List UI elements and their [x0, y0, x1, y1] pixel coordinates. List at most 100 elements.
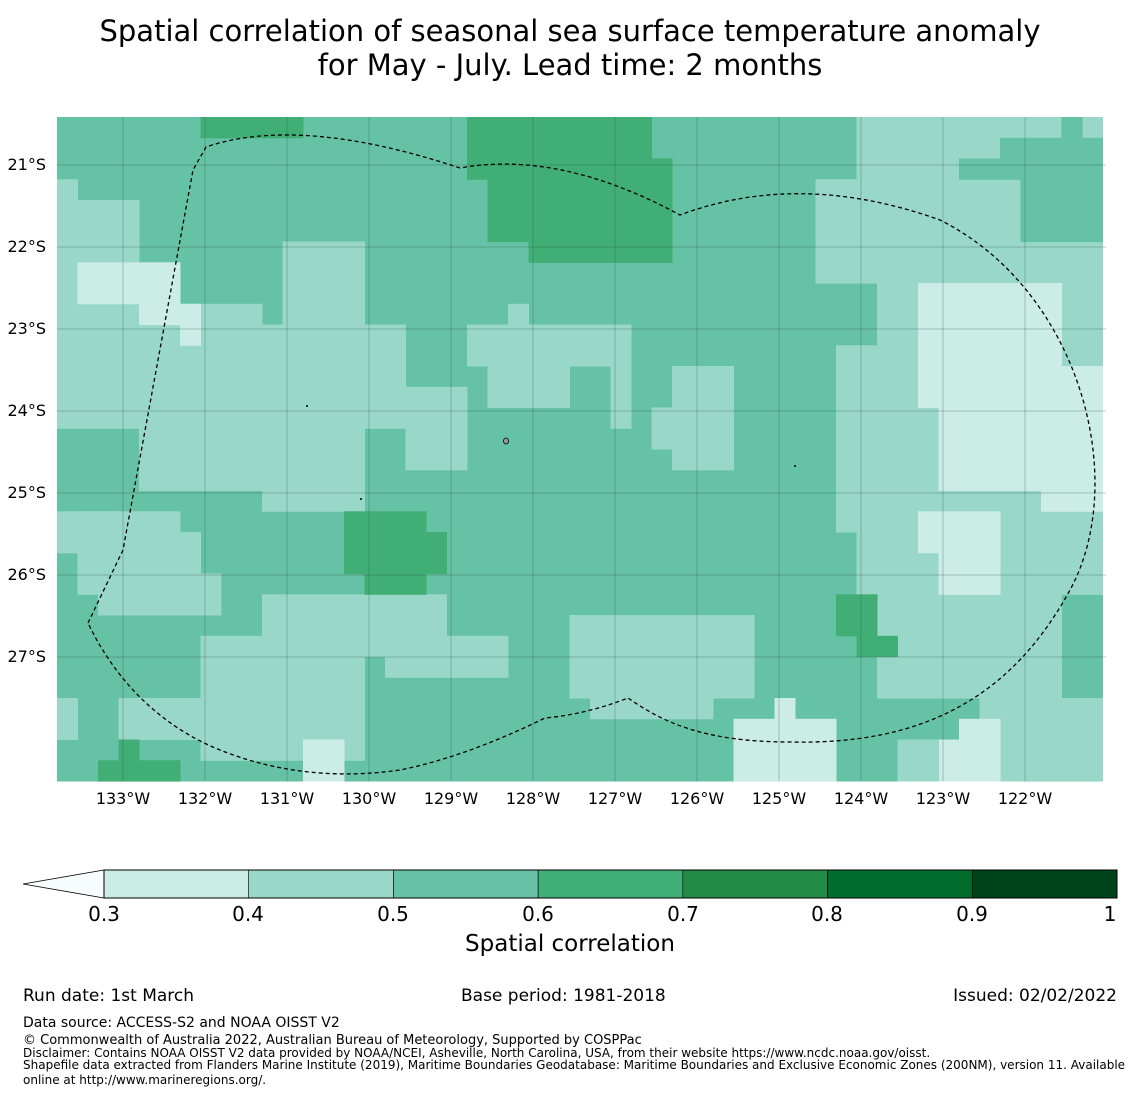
- correlation-cell: [938, 739, 1001, 782]
- colorbar-bin: [971, 869, 1118, 899]
- colorbar-bins: [103, 869, 1118, 899]
- correlation-cell: [139, 303, 201, 326]
- colorbar-bin: [393, 869, 539, 899]
- correlation-cell: [1041, 366, 1103, 512]
- correlation-cell: [959, 718, 1001, 741]
- lon-label-131w: 131°W: [259, 789, 315, 808]
- correlation-cell: [959, 158, 1001, 180]
- colorbar-tick-0.6: 0.6: [522, 902, 554, 926]
- colorbar-bin: [682, 869, 828, 899]
- colorbar: [22, 869, 1118, 899]
- correlation-cell: [118, 698, 222, 740]
- issued-date: Issued: 02/02/2022: [953, 986, 1117, 1006]
- correlation-cell: [1000, 137, 1103, 180]
- lon-label-130w: 130°W: [341, 789, 397, 808]
- correlation-cell: [1061, 117, 1083, 139]
- lon-label-132w: 132°W: [177, 789, 233, 808]
- eez-boundary: [87, 134, 1096, 775]
- correlation-cell: [98, 760, 181, 782]
- lat-label-26s: 26°S: [7, 565, 46, 584]
- correlation-cell: [98, 573, 222, 616]
- correlation-cell: [528, 241, 673, 263]
- colorbar-tick-0.8: 0.8: [811, 902, 843, 926]
- colorbar-tick-0.9: 0.9: [956, 902, 988, 926]
- correlation-cell: [57, 698, 78, 740]
- correlation-cell: [487, 366, 570, 408]
- correlation-cell: [651, 407, 693, 450]
- data-source: Data source: ACCESS-S2 and NOAA OISST V2: [23, 1015, 340, 1031]
- colorbar-label: Spatial correlation: [465, 931, 675, 957]
- title-line-2: for May - July. Lead time: 2 months: [317, 48, 823, 82]
- correlation-cell: [1020, 760, 1103, 782]
- lat-label-25s: 25°S: [7, 483, 46, 502]
- correlation-cell: [467, 324, 632, 367]
- correlation-cell: [836, 594, 878, 637]
- colorbar-bin: [537, 869, 684, 899]
- colorbar-bin: [103, 869, 250, 899]
- correlation-cell: [918, 283, 1062, 408]
- island-small-2: [360, 498, 362, 500]
- colorbar-bin: [248, 869, 394, 899]
- lon-label-126w: 126°W: [669, 789, 725, 808]
- lat-label-27s: 27°S: [7, 647, 46, 666]
- colorbar-tick-1: 1: [1103, 902, 1117, 926]
- chart-title: Spatial correlation of seasonal sea surf…: [0, 14, 1140, 82]
- lat-label-23s: 23°S: [7, 319, 46, 338]
- shapefile-credit-line-1: Shapefile data extracted from Flanders M…: [23, 1058, 1126, 1072]
- lon-label-129w: 129°W: [423, 789, 479, 808]
- correlation-cell: [1020, 179, 1103, 243]
- lon-label-124w: 124°W: [833, 789, 889, 808]
- colorbar-tick-0.5: 0.5: [377, 902, 409, 926]
- correlation-grid: [57, 117, 1103, 782]
- correlation-cell: [877, 594, 1062, 699]
- island-small-3: [794, 465, 796, 467]
- island-pitcairn: [503, 437, 509, 445]
- correlation-cell: [262, 386, 365, 492]
- correlation-cell: [733, 718, 837, 782]
- colorbar-extend-triangle: [22, 869, 105, 899]
- lon-label-125w: 125°W: [751, 789, 807, 808]
- correlation-cell: [856, 635, 898, 658]
- correlation-cell: [77, 262, 181, 305]
- colorbar-tick-0.4: 0.4: [232, 902, 264, 926]
- correlation-cell: [303, 739, 345, 782]
- lat-label-21s: 21°S: [7, 155, 46, 174]
- lon-label-127w: 127°W: [587, 789, 643, 808]
- correlation-cell: [405, 386, 468, 471]
- correlation-cell: [610, 158, 673, 180]
- colorbar-outline: [103, 869, 1118, 899]
- correlation-cell: [200, 117, 304, 139]
- correlation-cell: [487, 179, 673, 243]
- shapefile-credit-line-2: online at http://www.marineregions.org/.: [23, 1073, 267, 1087]
- correlation-cell: [610, 366, 632, 429]
- title-line-1: Spatial correlation of seasonal sea surf…: [99, 14, 1041, 48]
- copyright: © Commonwealth of Australia 2022, Austra…: [23, 1033, 642, 1048]
- colorbar-tick-0.7: 0.7: [667, 902, 699, 926]
- correlation-cell: [508, 303, 529, 326]
- lon-label-123w: 123°W: [915, 789, 971, 808]
- correlation-cell: [590, 677, 714, 720]
- colorbar-bin: [827, 869, 973, 899]
- correlation-cell: [938, 552, 1001, 595]
- colorbar-tick-0.3: 0.3: [88, 902, 120, 926]
- correlation-cell: [364, 573, 427, 595]
- correlation-cell: [180, 324, 201, 346]
- lat-label-24s: 24°S: [7, 401, 46, 420]
- lon-label-122w: 122°W: [997, 789, 1053, 808]
- correlation-cell: [774, 698, 796, 720]
- correlation-cell: [897, 739, 939, 782]
- disclaimer: Disclaimer: Contains NOAA OISST V2 data …: [23, 1046, 931, 1060]
- lon-label-128w: 128°W: [505, 789, 561, 808]
- correlation-cell: [118, 739, 140, 761]
- correlation-cell: [118, 532, 201, 574]
- lon-label-133w: 133°W: [95, 789, 151, 808]
- correlation-cell: [344, 511, 427, 575]
- lat-lon-gridlines: [57, 117, 1106, 781]
- lat-label-22s: 22°S: [7, 237, 46, 256]
- island-small-1: [306, 405, 308, 407]
- run-date: Run date: 1st March: [23, 986, 195, 1006]
- correlation-cell: [918, 511, 1001, 554]
- correlation-cell: [426, 532, 447, 574]
- base-period: Base period: 1981-2018: [461, 986, 666, 1006]
